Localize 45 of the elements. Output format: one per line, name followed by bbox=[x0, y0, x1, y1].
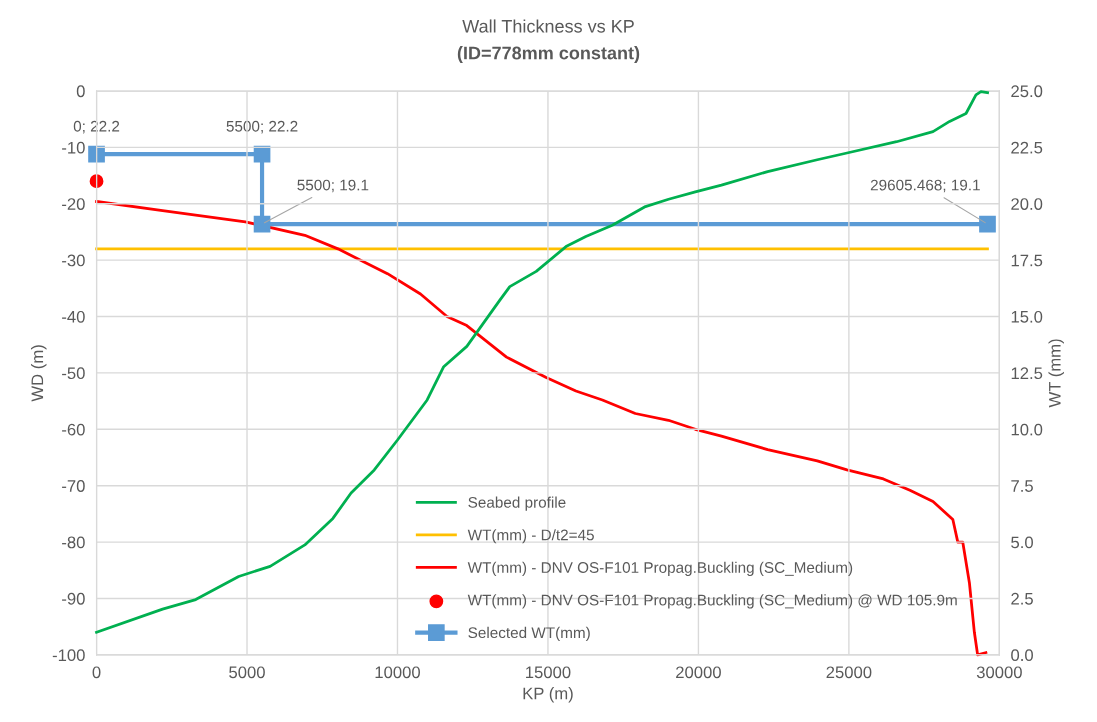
y-tick-label: -30 bbox=[62, 254, 85, 267]
chart-subtitle: (ID=778mm constant) bbox=[457, 46, 640, 63]
x-tick-label: 0 bbox=[92, 666, 101, 679]
y-tick-label: -60 bbox=[62, 423, 85, 436]
y2-tick-label: 17.5 bbox=[1011, 254, 1043, 267]
y-tick-label: -50 bbox=[62, 367, 85, 380]
legend-label: WT(mm) - DNV OS-F101 Propag.Buckling (SC_Medium) bbox=[467, 561, 853, 576]
x-tick-label: 30000 bbox=[976, 666, 1022, 679]
data-label: 5500; 19.1 bbox=[297, 179, 369, 193]
data-label: 5500; 22.2 bbox=[226, 120, 298, 134]
y2-tick-label: 10.0 bbox=[1011, 423, 1043, 436]
y2-tick-label: 22.5 bbox=[1011, 141, 1043, 154]
y2-axis-title: WT (mm) bbox=[1048, 339, 1064, 408]
y2-tick-label: 12.5 bbox=[1011, 367, 1043, 380]
y2-tick-label: 7.5 bbox=[1011, 480, 1033, 492]
x-axis-title: KP (m) bbox=[523, 687, 573, 703]
x-tick-label: 20000 bbox=[676, 666, 721, 679]
y-tick-label: -80 bbox=[62, 536, 85, 549]
y-tick-label: -40 bbox=[62, 310, 85, 323]
y-tick-label: -70 bbox=[62, 480, 85, 492]
y-tick-label: -100 bbox=[52, 649, 85, 662]
line-series bbox=[95, 200, 988, 657]
data-label: 29605.468; 19.1 bbox=[870, 179, 980, 193]
y2-tick-label: 2.5 bbox=[1011, 592, 1033, 605]
x-tick-label: 5000 bbox=[229, 666, 265, 679]
legend-label: Selected WT(mm) bbox=[468, 626, 590, 642]
y2-tick-label: 5.0 bbox=[1011, 536, 1033, 549]
y-tick-label: -90 bbox=[62, 592, 85, 605]
y2-tick-label: 20.0 bbox=[1011, 198, 1043, 210]
x-tick-label: 25000 bbox=[826, 666, 872, 679]
y-tick-label: -20 bbox=[62, 198, 85, 210]
x-tick-label: 15000 bbox=[526, 666, 571, 679]
legend-label: WT(mm) - D/t2=45 bbox=[467, 529, 594, 544]
legend-label: Seabed profile bbox=[468, 496, 566, 511]
y2-tick-label: 15.0 bbox=[1011, 310, 1043, 323]
y-tick-label: -10 bbox=[62, 141, 85, 154]
point bbox=[88, 145, 105, 163]
y2-tick-label: 0.0 bbox=[1011, 649, 1033, 662]
y-axis-title: WD (m) bbox=[30, 345, 47, 402]
x-tick-label: 10000 bbox=[375, 666, 420, 679]
chart-title: Wall Thickness vs KP bbox=[462, 19, 634, 33]
y-tick-label: 0 bbox=[76, 85, 85, 98]
point bbox=[979, 215, 996, 233]
legend-label: WT(mm) - DNV OS-F101 Propag.Buckling (SC_Medium) @ WD 105.9m bbox=[467, 594, 957, 609]
y2-tick-label: 25.0 bbox=[1011, 85, 1043, 98]
